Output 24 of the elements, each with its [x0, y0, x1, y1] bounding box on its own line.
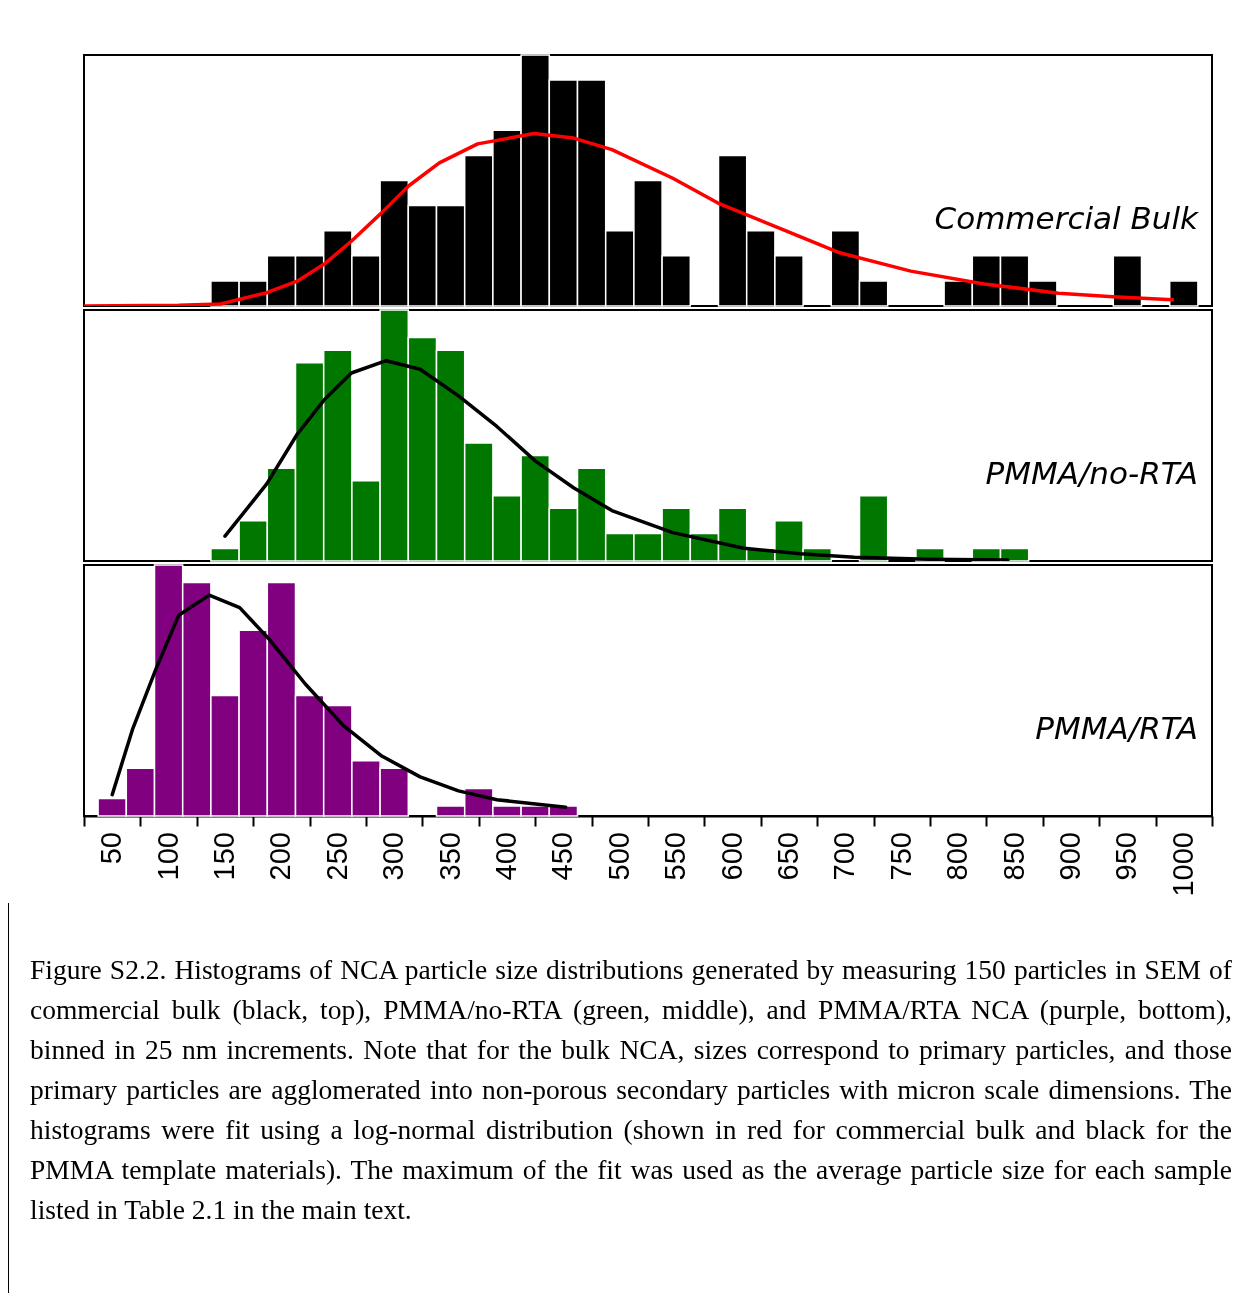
x-tick-label: 500: [602, 832, 635, 881]
x-tick-label: 650: [772, 832, 804, 881]
x-tick-label: 350: [433, 832, 466, 881]
x-tick-label: 550: [659, 832, 692, 881]
x-tick-label: 700: [828, 832, 861, 881]
x-tick-label: 800: [941, 832, 974, 881]
x-tick-label: 450: [546, 832, 579, 881]
series-label: Commercial Bulk: [934, 199, 1200, 236]
x-tick-label: 150: [208, 832, 240, 881]
x-tick-label: 100: [151, 832, 184, 881]
caption: Figure S2.2. Histograms of NCA particle size distributions generated by measuring 150 particles in SEM of commercial bulk (black, top), PMMA/no-RTA (green, middle), and PMMA/RTA NCA (purple, bottom), binned in 25 nm increments. Note that for the bulk NCA, sizes correspond to primary particles, and those primary particles are agglomerated into non-porous secondary particles with micron scale dimensions. The histograms were fit using a log-normal distribution (shown in red for commercial bulk and black for the PMMA template materials). The maximum of the fit was used as the average particle size for each sample listed in Table 2.1 in the main text.: [30, 953, 1232, 1227]
x-tick-label: 950: [1110, 832, 1143, 881]
x-tick-label: 250: [320, 832, 353, 881]
x-tick-label: 750: [884, 832, 917, 881]
series-label: PMMA/no-RTA: [985, 454, 1198, 491]
x-tick-label: 200: [264, 832, 297, 881]
x-tick-label: 600: [715, 832, 748, 881]
text: PMMA/RTA: [1035, 709, 1198, 746]
x-tick-label: 400: [490, 832, 522, 881]
x-tick-label: 300: [377, 832, 410, 881]
x-tick-label: 900: [1054, 832, 1086, 881]
x-tick-label: 850: [997, 832, 1030, 881]
x-tick-label: 1000: [1166, 832, 1199, 897]
x-tick-label: 50: [95, 832, 128, 865]
